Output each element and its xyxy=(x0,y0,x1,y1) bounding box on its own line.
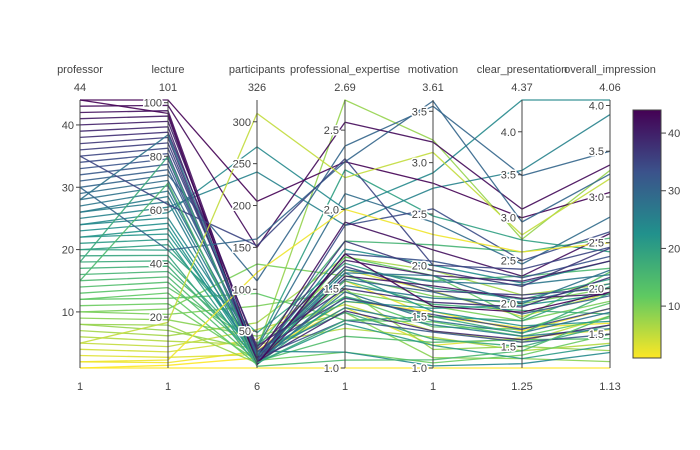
axis-range-max: 2.69 xyxy=(334,82,355,94)
tick-label: 20 xyxy=(150,312,162,324)
tick-label: 300 xyxy=(233,117,251,129)
axis-range-min: 1 xyxy=(77,381,83,393)
axis-range-min: 1 xyxy=(342,381,348,393)
axes: professor 44 1 10 20 30 40 lecture 101 1 20 40 60 80 1… xyxy=(57,64,656,393)
tick-label: 40 xyxy=(62,120,74,132)
colorbar-tick-label: 30 xyxy=(668,186,680,198)
colorbar: 10 20 30 40 xyxy=(632,109,680,359)
axis-range-min: 6 xyxy=(254,381,260,393)
tick-label: 20 xyxy=(62,245,74,257)
tick-label: 3.0 xyxy=(501,213,516,225)
tick-label: 2.0 xyxy=(324,204,339,216)
axis-overall_impression[interactable]: overall_impression 4.06 1.13 1.5 2.0 2.5 3.0 3.… xyxy=(564,64,656,393)
tick-label: 3.0 xyxy=(412,158,427,170)
tick-label: 40 xyxy=(150,258,162,270)
axis-range-min: 1 xyxy=(430,381,436,393)
tick-label: 150 xyxy=(233,242,251,254)
tick-label: 2.5 xyxy=(412,209,427,221)
tick-label: 2.5 xyxy=(324,125,339,137)
axis-range-max: 44 xyxy=(74,82,86,94)
axis-label: professor xyxy=(57,64,103,76)
axis-label: participants xyxy=(229,64,286,76)
axis-range-max: 101 xyxy=(159,82,177,94)
tick-label: 250 xyxy=(233,159,251,171)
axis-range-min: 1 xyxy=(165,381,171,393)
tick-label: 100 xyxy=(233,284,251,296)
tick-label: 1.5 xyxy=(412,312,427,324)
colorbar-tick-label: 40 xyxy=(668,128,680,140)
axis-lecture[interactable]: lecture 101 1 20 40 60 80 100 xyxy=(142,64,185,393)
tick-label: 3.5 xyxy=(589,146,604,158)
tick-label: 1.5 xyxy=(324,284,339,296)
tick-label: 2.0 xyxy=(412,260,427,272)
tick-label: 1.0 xyxy=(412,363,427,375)
tick-label: 80 xyxy=(150,151,162,163)
axis-label: lecture xyxy=(151,64,184,76)
axis-motivation[interactable]: motivation 3.61 11.0 1.5 2.0 2.5 3.0 3.5 xyxy=(408,64,458,393)
tick-label: 60 xyxy=(150,205,162,217)
tick-label: 30 xyxy=(62,182,74,194)
colorbar-tick-label: 10 xyxy=(668,301,680,313)
tick-label: 2.5 xyxy=(589,238,604,250)
axis-professional_expertise[interactable]: professional_expertise 2.69 11.0 1.5 2.0 2.5 xyxy=(290,64,400,393)
tick-label: 4.0 xyxy=(501,127,516,139)
colorbar-tick-label: 20 xyxy=(668,243,680,255)
tick-label: 1.5 xyxy=(589,329,604,341)
axis-range-max: 3.61 xyxy=(422,82,443,94)
tick-label: 2.0 xyxy=(589,283,604,295)
tick-label: 3.5 xyxy=(412,106,427,118)
axis-label: motivation xyxy=(408,64,458,76)
axis-range-max: 326 xyxy=(248,82,266,94)
axis-range-max: 4.37 xyxy=(511,82,532,94)
axis-label: professional_expertise xyxy=(290,64,400,76)
axis-label: clear_presentation xyxy=(477,64,568,76)
axis-label: overall_impression xyxy=(564,64,656,76)
tick-label: 100 xyxy=(144,98,162,110)
axis-clear_presentation[interactable]: clear_presentation 4.37 1.25 1.5 2.0 2.5 3.0 3.… xyxy=(477,64,568,393)
tick-label: 50 xyxy=(239,326,251,338)
axis-range-min: 1.25 xyxy=(511,381,532,393)
axis-range-min: 1.13 xyxy=(599,381,620,393)
tick-label: 3.5 xyxy=(501,170,516,182)
axis-range-max: 4.06 xyxy=(599,82,620,94)
colorbar-ticks: 10 20 30 40 xyxy=(661,128,680,313)
axis-professor[interactable]: professor 44 1 10 20 30 40 xyxy=(57,64,103,393)
axis-participants[interactable]: participants 326 6 50 100 150 200 250 300 xyxy=(229,64,286,393)
tick-label: 2.0 xyxy=(501,299,516,311)
tick-label: 1.5 xyxy=(501,342,516,354)
tick-label: 200 xyxy=(233,201,251,213)
tick-label: 4.0 xyxy=(589,100,604,112)
tick-label: 10 xyxy=(62,307,74,319)
colorbar-gradient xyxy=(632,109,662,359)
tick-label: 1.0 xyxy=(324,363,339,375)
tick-label: 3.0 xyxy=(589,192,604,204)
tick-label: 2.5 xyxy=(501,256,516,268)
